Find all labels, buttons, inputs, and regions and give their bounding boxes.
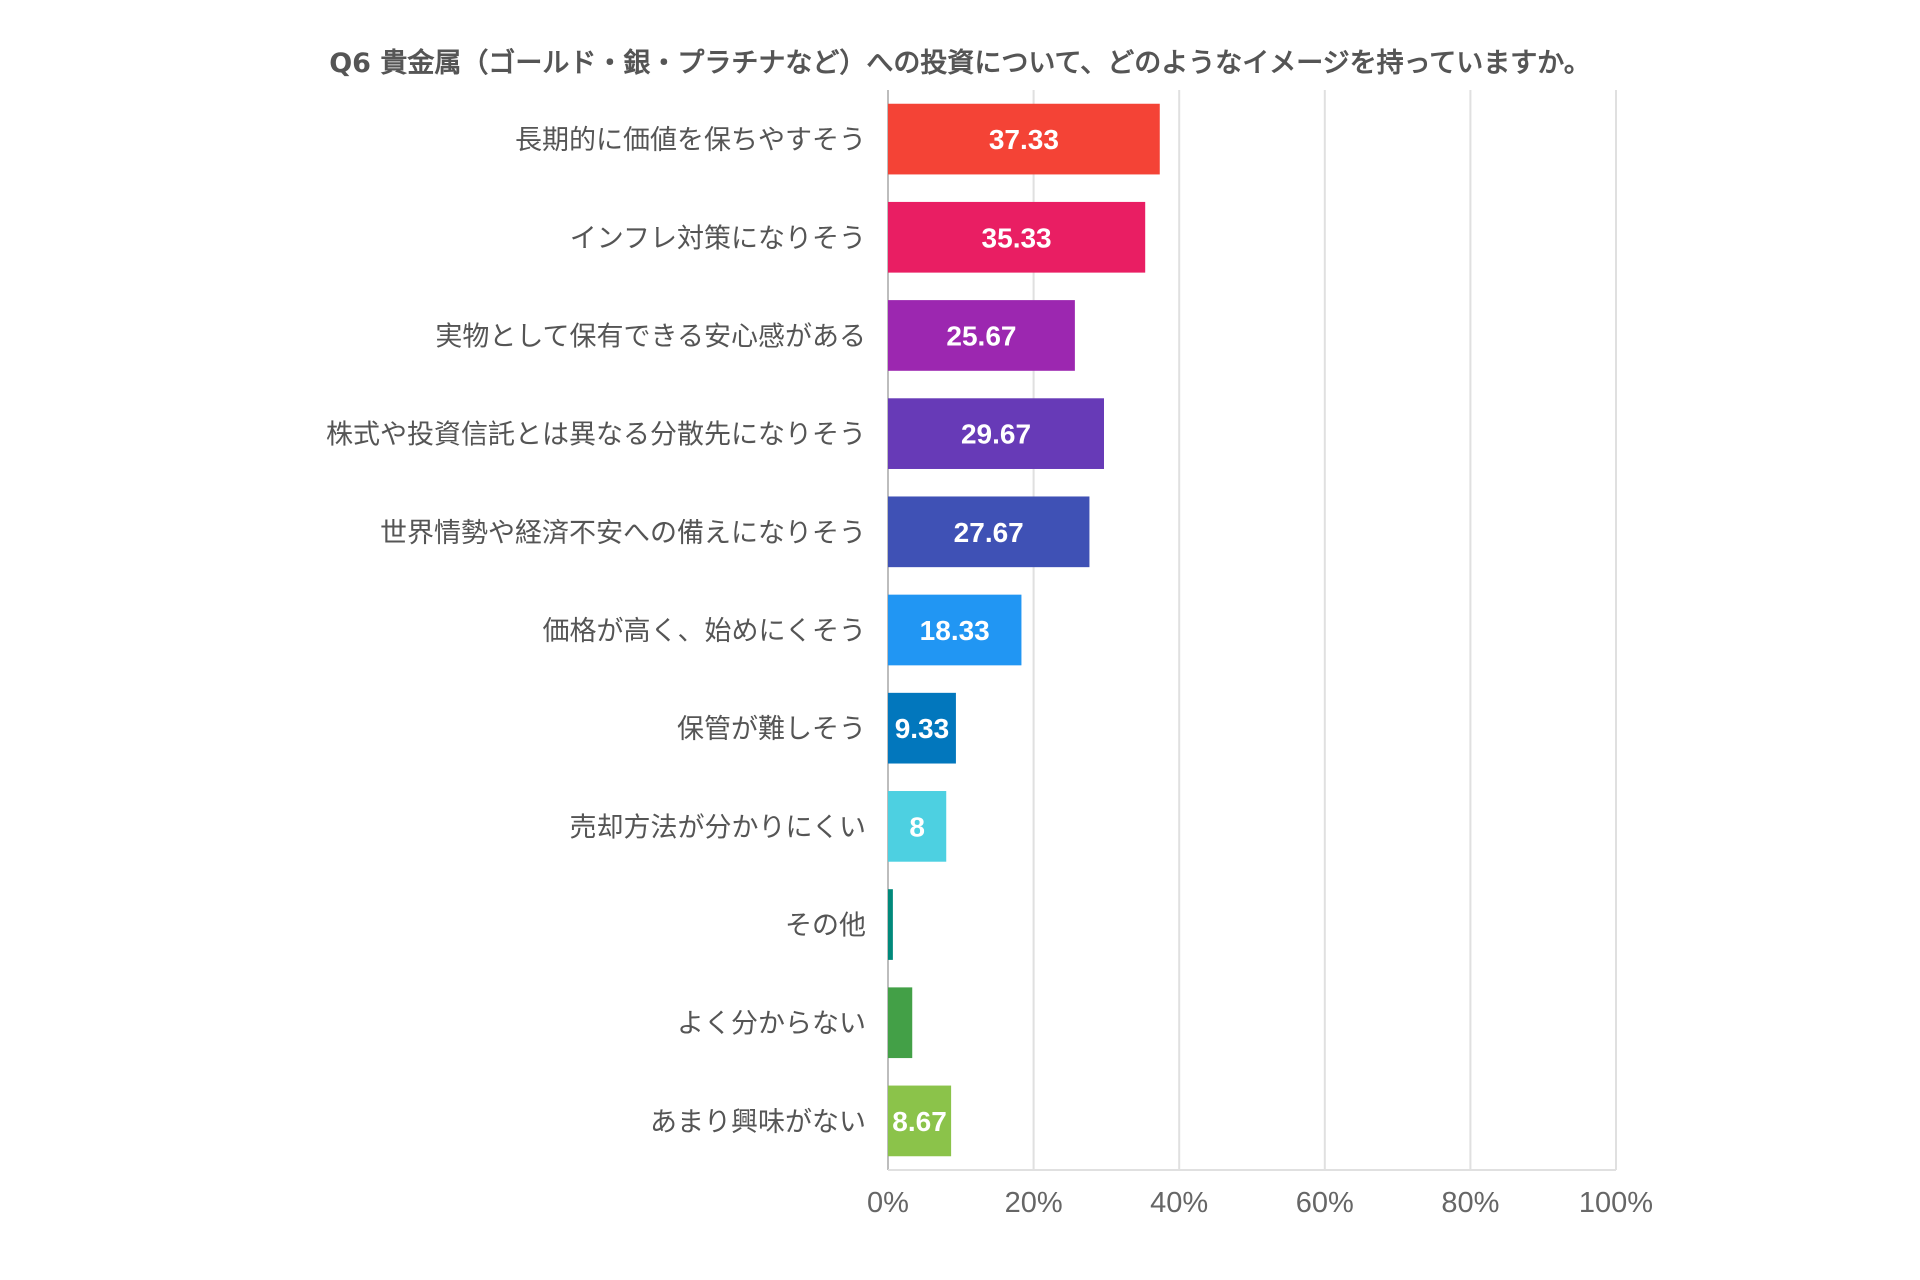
bar-data-label: 25.67 [946, 320, 1016, 351]
x-tick-label: 0% [867, 1187, 909, 1219]
x-tick-label: 100% [1579, 1187, 1653, 1219]
bar-data-label: 35.33 [982, 222, 1052, 253]
bar [888, 1085, 952, 1157]
category-label: 世界情勢や経済不安への備えになりそう [380, 518, 866, 549]
bar-data-label: 8 [909, 811, 925, 842]
x-tick-label: 60% [1296, 1187, 1354, 1219]
x-axis-ticks: 0% 20% 40% 60% 80% 100% [867, 1187, 1653, 1219]
bar [888, 594, 1022, 666]
x-tick-label: 20% [1005, 1187, 1063, 1219]
category-label: 長期的に価値を保ちやすそう [515, 125, 866, 156]
category-labels: 長期的に価値を保ちやすそうインフレ対策になりそう実物として保有できる安心感がある… [326, 125, 866, 1138]
category-label: 価格が高く、始めにくそう [543, 616, 866, 647]
bar [888, 496, 1090, 568]
x-tick-label: 40% [1150, 1187, 1208, 1219]
bar [888, 201, 1146, 273]
bar [888, 300, 1075, 371]
bar-data-label: 18.33 [920, 615, 990, 646]
bar-data-label: 9.33 [895, 713, 950, 744]
bar [888, 987, 913, 1059]
chart-title: Q6 貴金属（ゴールド・銀・プラチナなど）への投資について、どのようなイメージを… [329, 47, 1591, 79]
bar-data-label: 37.33 [989, 124, 1059, 155]
bar [888, 103, 1160, 175]
bar [888, 398, 1104, 469]
bar [888, 889, 893, 960]
bar [888, 791, 947, 862]
x-tick-label: 80% [1441, 1187, 1499, 1219]
bar-data-label: 27.67 [954, 517, 1024, 548]
category-label: 売却方法が分かりにくい [570, 812, 866, 843]
category-label: よく分からない [677, 1009, 866, 1040]
category-label: 実物として保有できる安心感がある [435, 321, 866, 352]
bar [888, 692, 956, 764]
category-label: その他 [785, 911, 866, 942]
category-label: インフレ対策になりそう [570, 223, 866, 254]
bars: 37.33 35.33 25.67 29.67 27.67 18.33 9.33 8 8.67 [888, 103, 1160, 1157]
category-label: あまり興味がない [650, 1107, 866, 1138]
category-label: 保管が難しそう [677, 714, 866, 745]
bar-data-label: 29.67 [961, 419, 1031, 450]
category-label: 株式や投資信託とは異なる分散先になりそう [326, 420, 866, 451]
bar-data-label: 8.67 [892, 1106, 947, 1137]
